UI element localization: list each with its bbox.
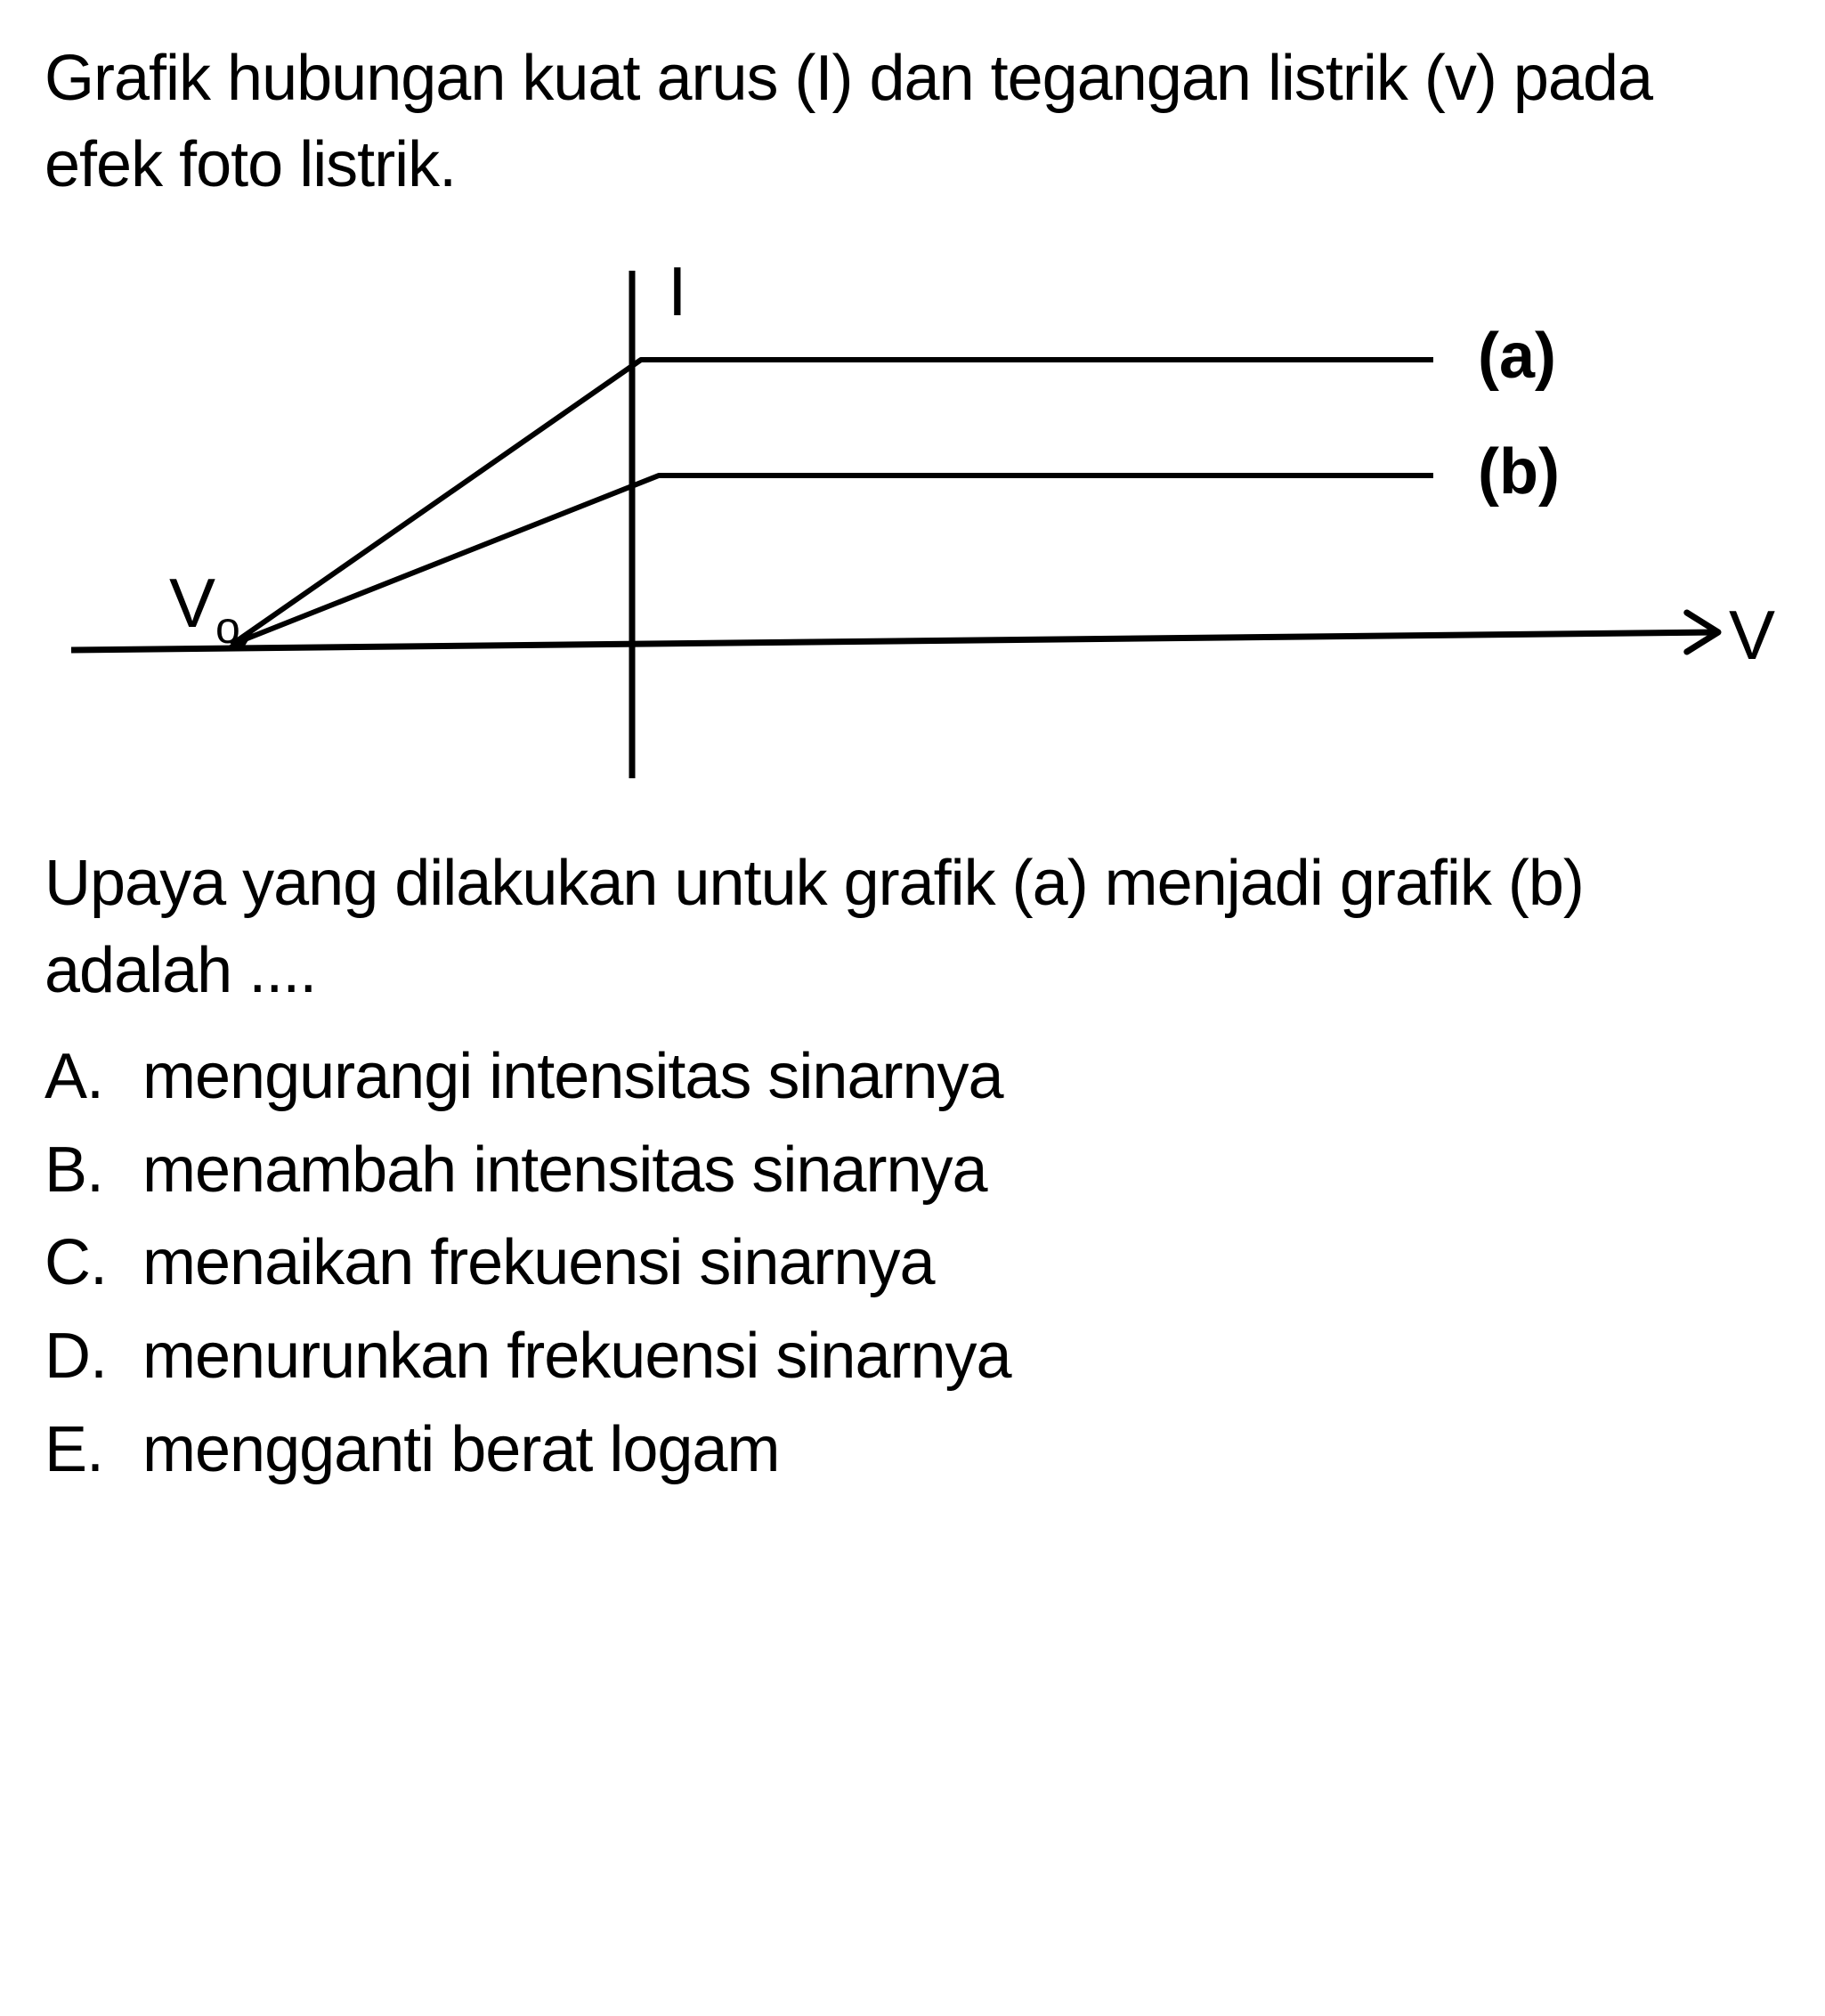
option-letter: A. bbox=[45, 1032, 142, 1122]
svg-text:I: I bbox=[668, 252, 687, 330]
svg-text:Vo: Vo bbox=[169, 564, 240, 653]
option-letter: B. bbox=[45, 1126, 142, 1215]
option-c: C. menaikan frekuensi sinarnya bbox=[45, 1218, 1780, 1308]
option-text: menaikan frekuensi sinarnya bbox=[142, 1218, 1780, 1308]
svg-text:(b): (b) bbox=[1478, 436, 1560, 508]
option-text: mengganti berat logam bbox=[142, 1405, 1780, 1495]
svg-text:V: V bbox=[1729, 596, 1775, 674]
question-prompt: Upaya yang dilakukan untuk grafik (a) me… bbox=[45, 841, 1780, 1013]
option-text: menurunkan frekuensi sinarnya bbox=[142, 1312, 1780, 1402]
option-letter: D. bbox=[45, 1312, 142, 1402]
question-intro: Grafik hubungan kuat arus (I) dan tegang… bbox=[45, 36, 1780, 208]
svg-text:(a): (a) bbox=[1478, 321, 1556, 392]
option-letter: C. bbox=[45, 1218, 142, 1308]
option-e: E. mengganti berat logam bbox=[45, 1405, 1780, 1495]
option-b: B. menambah intensitas sinarnya bbox=[45, 1126, 1780, 1215]
photoelectric-chart: I V Vo (a) (b) bbox=[45, 244, 1780, 796]
option-a: A. mengurangi intensitas sinarnya bbox=[45, 1032, 1780, 1122]
chart-container: I V Vo (a) (b) bbox=[45, 244, 1780, 796]
option-text: mengurangi intensitas sinarnya bbox=[142, 1032, 1780, 1122]
options-list: A. mengurangi intensitas sinarnya B. men… bbox=[45, 1032, 1780, 1495]
option-text: menambah intensitas sinarnya bbox=[142, 1126, 1780, 1215]
option-letter: E. bbox=[45, 1405, 142, 1495]
option-d: D. menurunkan frekuensi sinarnya bbox=[45, 1312, 1780, 1402]
